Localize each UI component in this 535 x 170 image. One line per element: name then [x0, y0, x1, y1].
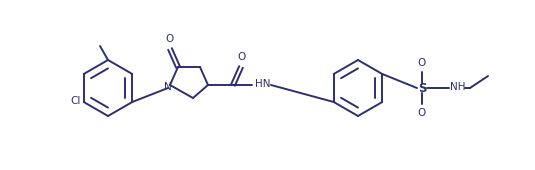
Text: NH: NH: [450, 82, 465, 92]
Text: HN: HN: [255, 79, 271, 89]
Text: S: S: [418, 81, 426, 95]
Text: O: O: [165, 34, 173, 44]
Text: O: O: [418, 108, 426, 118]
Text: N: N: [164, 82, 172, 92]
Text: O: O: [418, 58, 426, 68]
Text: Cl: Cl: [71, 96, 81, 106]
Text: O: O: [238, 52, 246, 62]
